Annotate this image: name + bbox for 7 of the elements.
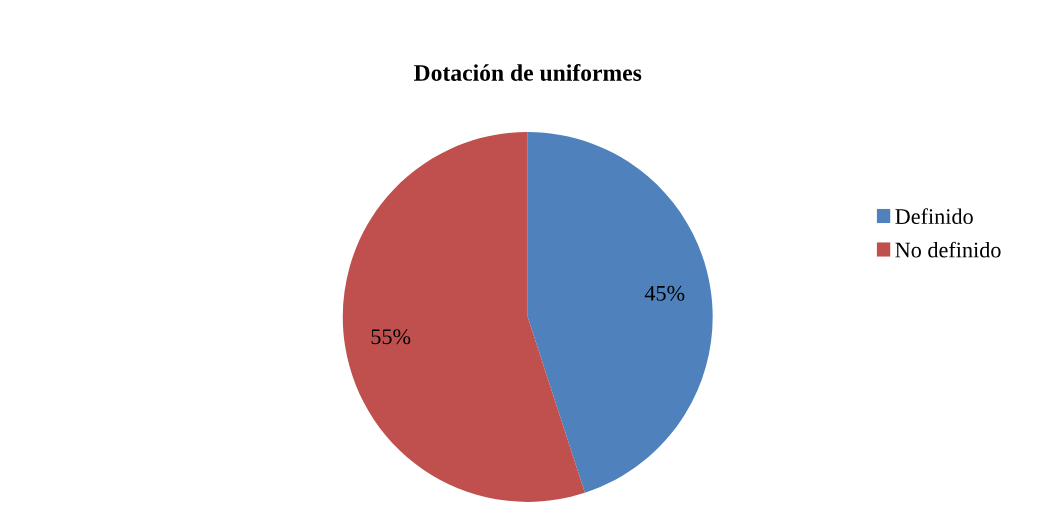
- legend-label: No definido: [895, 241, 1001, 258]
- pie-slice: [342, 131, 585, 502]
- pie-slice: [527, 131, 713, 493]
- data-label: 45%: [644, 285, 685, 301]
- chart-title: Dotación de uniformes: [414, 64, 642, 81]
- legend-label: Definido: [895, 208, 973, 225]
- data-label: 55%: [371, 329, 411, 345]
